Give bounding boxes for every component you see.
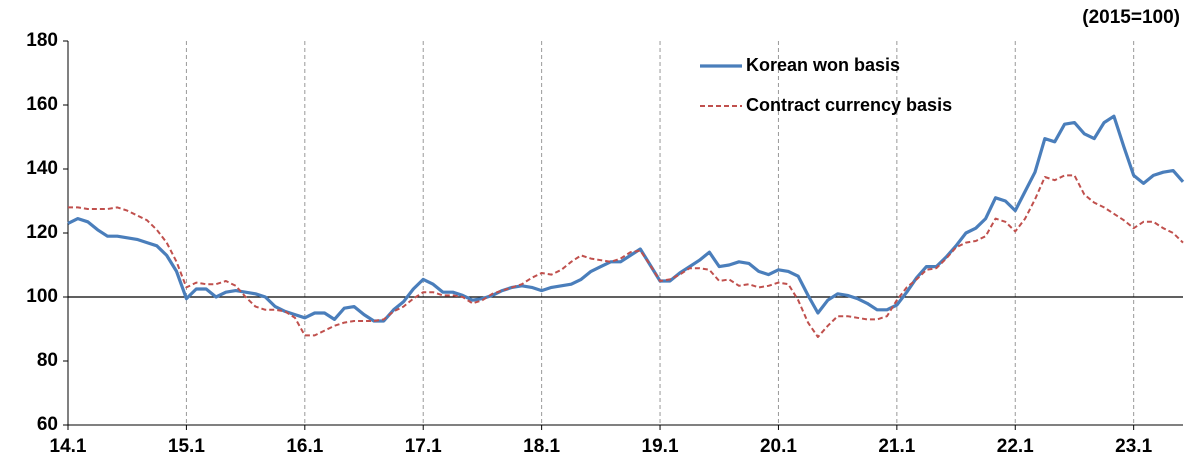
legend-label: Korean won basis [746,55,900,75]
x-tick-label: 17.1 [405,436,442,457]
x-tick-label: 22.1 [997,436,1034,457]
series-line [68,174,1184,338]
y-tick-label: 160 [26,94,58,115]
x-tick-label: 23.1 [1115,436,1152,457]
x-tick-label: 19.1 [642,436,679,457]
x-tick-label: 16.1 [286,436,323,457]
x-tick-label: 18.1 [523,436,560,457]
y-tick-label: 140 [26,158,58,179]
chart-subtitle: (2015=100) [1082,7,1180,28]
y-tick-label: 80 [37,350,58,371]
x-tick-label: 21.1 [878,436,915,457]
y-tick-label: 180 [26,30,58,51]
series-line [67,114,1185,323]
y-tick-label: 60 [37,414,58,435]
legend-label: Contract currency basis [746,95,952,115]
y-tick-label: 100 [26,286,58,307]
x-tick-label: 15.1 [168,436,205,457]
y-tick-label: 120 [26,222,58,243]
x-tick-label: 14.1 [50,436,87,457]
x-tick-label: 20.1 [760,436,797,457]
